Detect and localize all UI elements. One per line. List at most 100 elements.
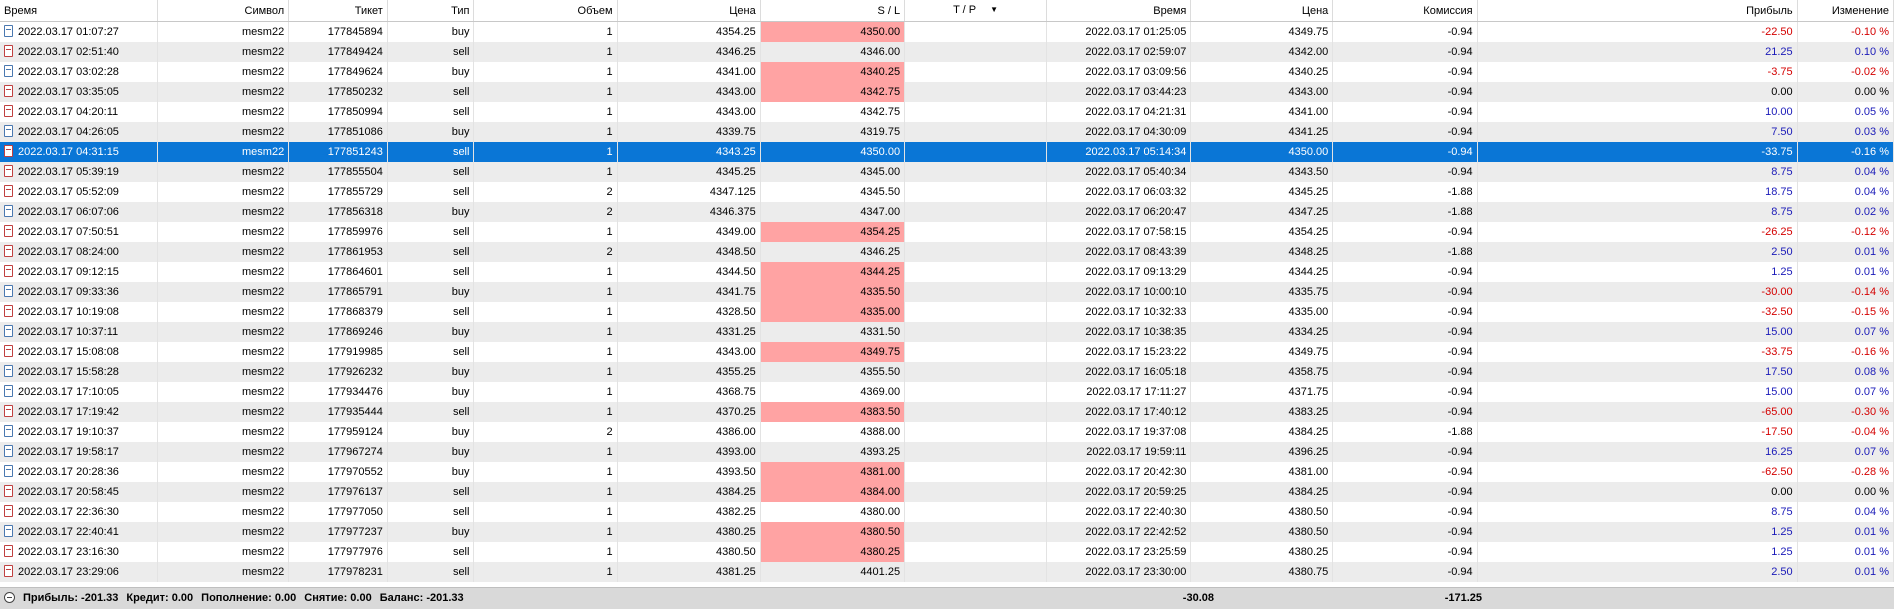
table-row[interactable]: 2022.03.17 22:36:30 mesm22 177977050 sell 1 4… bbox=[0, 502, 1894, 522]
table-row[interactable]: 2022.03.17 09:12:15 mesm22 177864601 sell 1 4… bbox=[0, 262, 1894, 282]
cell-type: buy bbox=[387, 202, 475, 222]
col-header-profit[interactable]: Прибыль bbox=[1477, 0, 1798, 22]
cell-close-time: 2022.03.17 23:25:59 bbox=[1046, 542, 1192, 562]
col-header-close-price[interactable]: Цена bbox=[1190, 0, 1334, 22]
table-row[interactable]: 2022.03.17 23:16:30 mesm22 177977976 sell 1 4… bbox=[0, 542, 1894, 562]
cell-volume: 1 bbox=[473, 62, 618, 82]
col-header-ticket[interactable]: Тикет bbox=[288, 0, 388, 22]
cell-symbol: mesm22 bbox=[157, 562, 290, 582]
table-row[interactable]: 2022.03.17 02:51:40 mesm22 177849424 sell 1 4… bbox=[0, 42, 1894, 62]
cell-tp bbox=[904, 182, 1048, 202]
cell-tp bbox=[904, 522, 1048, 542]
cell-symbol: mesm22 bbox=[157, 42, 290, 62]
buy-order-icon bbox=[4, 525, 13, 538]
cell-sl: 4350.00 bbox=[760, 142, 906, 162]
cell-close-price: 4345.25 bbox=[1190, 182, 1334, 202]
col-header-sl[interactable]: S / L bbox=[760, 0, 906, 22]
table-row[interactable]: 2022.03.17 10:37:11 mesm22 177869246 buy 1 43… bbox=[0, 322, 1894, 342]
table-row[interactable]: 2022.03.17 20:28:36 mesm22 177970552 buy 1 43… bbox=[0, 462, 1894, 482]
buy-order-icon bbox=[4, 425, 13, 438]
table-row[interactable]: 2022.03.17 10:19:08 mesm22 177868379 sell 1 4… bbox=[0, 302, 1894, 322]
cell-tp bbox=[904, 82, 1048, 102]
cell-profit: 2.50 bbox=[1477, 562, 1798, 582]
cell-time: 2022.03.17 15:58:28 bbox=[0, 362, 159, 382]
cell-type: sell bbox=[387, 502, 475, 522]
cell-ticket: 177869246 bbox=[288, 322, 388, 342]
table-row[interactable]: 2022.03.17 04:31:15 mesm22 177851243 sell 1 4… bbox=[0, 142, 1894, 162]
col-header-volume[interactable]: Объем bbox=[473, 0, 618, 22]
cell-close-time: 2022.03.17 07:58:15 bbox=[1046, 222, 1192, 242]
table-row[interactable]: 2022.03.17 05:39:19 mesm22 177855504 sell 1 4… bbox=[0, 162, 1894, 182]
cell-volume: 1 bbox=[473, 522, 618, 542]
cell-volume: 1 bbox=[473, 402, 618, 422]
table-row[interactable]: 2022.03.17 04:20:11 mesm22 177850994 sell 1 4… bbox=[0, 102, 1894, 122]
table-row[interactable]: 2022.03.17 08:24:00 mesm22 177861953 sell 2 4… bbox=[0, 242, 1894, 262]
cell-symbol: mesm22 bbox=[157, 362, 290, 382]
table-row[interactable]: 2022.03.17 19:10:37 mesm22 177959124 buy 2 43… bbox=[0, 422, 1894, 442]
cell-type: sell bbox=[387, 342, 475, 362]
cell-tp bbox=[904, 402, 1048, 422]
cell-time: 2022.03.17 02:51:40 bbox=[0, 42, 159, 62]
cell-change: -0.02 % bbox=[1797, 62, 1894, 82]
cell-time-text: 2022.03.17 15:58:28 bbox=[18, 366, 119, 378]
cell-volume: 1 bbox=[473, 442, 618, 462]
col-header-type[interactable]: Тип bbox=[387, 0, 475, 22]
col-header-change[interactable]: Изменение bbox=[1797, 0, 1894, 22]
col-header-close-time[interactable]: Время bbox=[1046, 0, 1192, 22]
cell-commission: -0.94 bbox=[1332, 482, 1478, 502]
summary-commission-total: -30.08 bbox=[1182, 592, 1214, 604]
cell-profit: 8.75 bbox=[1477, 502, 1798, 522]
collapse-minus-icon[interactable] bbox=[4, 591, 15, 603]
cell-price: 4393.00 bbox=[617, 442, 761, 462]
buy-order-icon bbox=[4, 385, 13, 398]
cell-symbol: mesm22 bbox=[157, 382, 290, 402]
col-header-tp-label: T / P bbox=[953, 4, 977, 16]
table-row[interactable]: 2022.03.17 04:26:05 mesm22 177851086 buy 1 43… bbox=[0, 122, 1894, 142]
table-row[interactable]: 2022.03.17 22:40:41 mesm22 177977237 buy 1 43… bbox=[0, 522, 1894, 542]
cell-symbol: mesm22 bbox=[157, 462, 290, 482]
cell-close-time: 2022.03.17 10:00:10 bbox=[1046, 282, 1192, 302]
table-row[interactable]: 2022.03.17 09:33:36 mesm22 177865791 buy 1 43… bbox=[0, 282, 1894, 302]
table-row[interactable]: 2022.03.17 19:58:17 mesm22 177967274 buy 1 43… bbox=[0, 442, 1894, 462]
cell-ticket: 177959124 bbox=[288, 422, 388, 442]
cell-change: 0.01 % bbox=[1797, 242, 1894, 262]
col-header-symbol[interactable]: Символ bbox=[157, 0, 290, 22]
col-header-time[interactable]: Время bbox=[0, 0, 159, 22]
cell-ticket: 177859976 bbox=[288, 222, 388, 242]
table-row[interactable]: 2022.03.17 15:58:28 mesm22 177926232 buy 1 43… bbox=[0, 362, 1894, 382]
cell-sl: 4342.75 bbox=[760, 82, 906, 102]
table-row[interactable]: 2022.03.17 01:07:27 mesm22 177845894 buy 1 43… bbox=[0, 21, 1894, 42]
cell-time-text: 2022.03.17 20:28:36 bbox=[18, 466, 119, 478]
cell-ticket: 177851086 bbox=[288, 122, 388, 142]
cell-type: buy bbox=[387, 462, 475, 482]
sell-order-icon bbox=[4, 85, 13, 98]
table-row[interactable]: 2022.03.17 03:35:05 mesm22 177850232 sell 1 4… bbox=[0, 82, 1894, 102]
cell-close-price: 4340.25 bbox=[1190, 62, 1334, 82]
cell-profit: 21.25 bbox=[1477, 42, 1798, 62]
sell-order-icon bbox=[4, 105, 13, 118]
cell-type: sell bbox=[387, 162, 475, 182]
table-row[interactable]: 2022.03.17 23:29:06 mesm22 177978231 sell 1 4… bbox=[0, 562, 1894, 582]
table-row[interactable]: 2022.03.17 20:58:45 mesm22 177976137 sell 1 4… bbox=[0, 482, 1894, 502]
cell-close-price: 4384.25 bbox=[1190, 482, 1334, 502]
cell-time-text: 2022.03.17 17:10:05 bbox=[18, 386, 119, 398]
cell-type: sell bbox=[387, 262, 475, 282]
col-header-commission[interactable]: Комиссия bbox=[1332, 0, 1478, 22]
table-row[interactable]: 2022.03.17 17:10:05 mesm22 177934476 buy 1 43… bbox=[0, 382, 1894, 402]
table-row[interactable]: 2022.03.17 17:19:42 mesm22 177935444 sell 1 4… bbox=[0, 402, 1894, 422]
cell-price: 4370.25 bbox=[617, 402, 761, 422]
table-row[interactable]: 2022.03.17 05:52:09 mesm22 177855729 sell 2 4… bbox=[0, 182, 1894, 202]
cell-volume: 1 bbox=[473, 82, 618, 102]
cell-price: 4355.25 bbox=[617, 362, 761, 382]
col-header-price[interactable]: Цена bbox=[617, 0, 761, 22]
cell-change: -0.16 % bbox=[1797, 142, 1894, 162]
table-row[interactable]: 2022.03.17 15:08:08 mesm22 177919985 sell 1 4… bbox=[0, 342, 1894, 362]
table-row[interactable]: 2022.03.17 07:50:51 mesm22 177859976 sell 1 4… bbox=[0, 222, 1894, 242]
cell-sl: 4369.00 bbox=[760, 382, 906, 402]
table-row[interactable]: 2022.03.17 03:02:28 mesm22 177849624 buy 1 43… bbox=[0, 62, 1894, 82]
table-row[interactable]: 2022.03.17 06:07:06 mesm22 177856318 buy 2 43… bbox=[0, 202, 1894, 222]
cell-tp bbox=[904, 482, 1048, 502]
col-header-tp[interactable]: T / P ▼ bbox=[904, 0, 1048, 22]
cell-symbol: mesm22 bbox=[157, 142, 290, 162]
summary-balance: Баланс: -201.33 bbox=[379, 592, 464, 604]
